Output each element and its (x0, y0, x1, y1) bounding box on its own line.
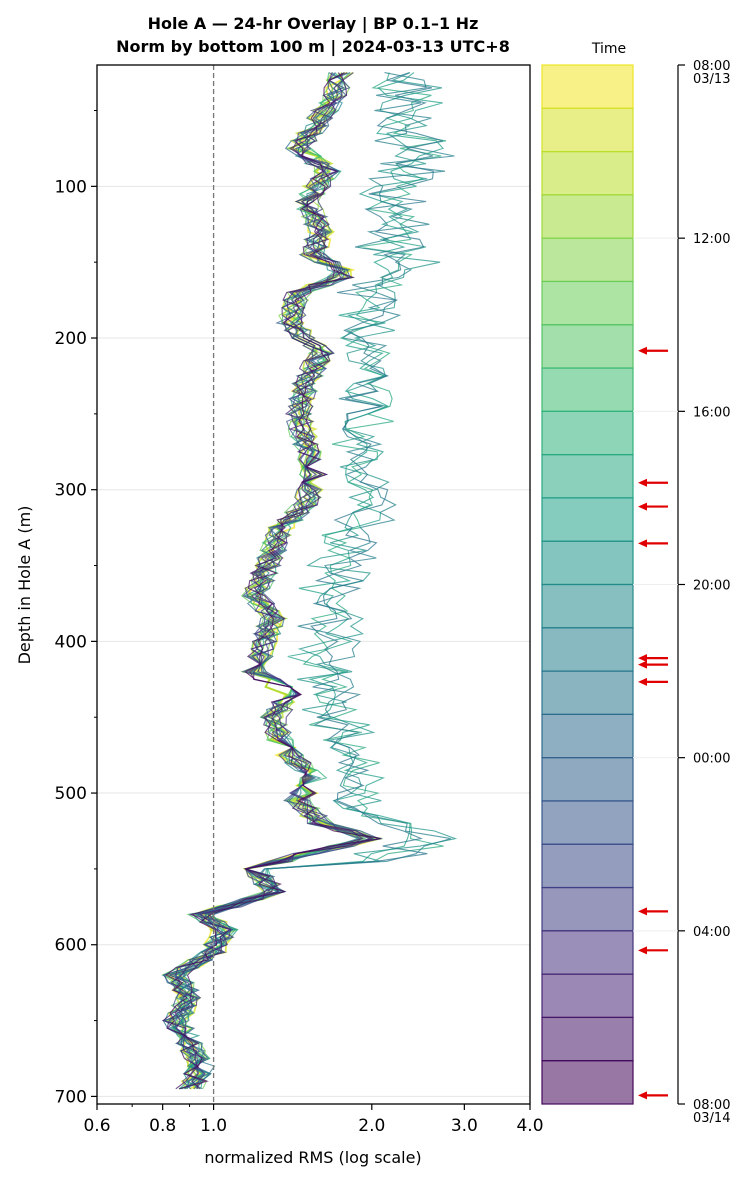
chart-title: Hole A — 24-hr Overlay | BP 0.1–1 Hz (148, 14, 479, 34)
grid (97, 185, 530, 1097)
colorbar-band (541, 800, 634, 845)
x-axis-label: normalized RMS (log scale) (204, 1148, 421, 1167)
marker-arrow-head (638, 478, 647, 487)
y-tick-label: 400 (55, 632, 87, 652)
colorbar-tick-label: 04:00 (693, 925, 730, 940)
chart-subtitle: Norm by bottom 100 m | 2024-03-13 UTC+8 (116, 37, 510, 57)
marker-arrow-head (638, 907, 647, 916)
colorbar-band (541, 367, 634, 412)
marker-arrow-head (638, 539, 647, 548)
colorbar-tick-label: 12:00 (693, 232, 730, 247)
colorbar-band (541, 107, 634, 153)
colorbar-band (541, 670, 634, 715)
colorbar-band (541, 627, 634, 672)
colorbar-tick-sublabel: 03/13 (693, 72, 730, 87)
marker-arrow-head (638, 654, 647, 663)
y-tick-label: 600 (55, 936, 87, 956)
colorbar-band (541, 886, 634, 932)
series-line (164, 72, 360, 1090)
colorbar-tick-label: 08:00 (693, 59, 730, 74)
colorbar-band (541, 454, 634, 499)
colorbar-band (541, 497, 634, 542)
marker-arrow-head (638, 1091, 647, 1100)
colorbar-band (541, 410, 634, 456)
colorbar-tick-label: 00:00 (693, 752, 730, 767)
colorbar-tick-label: 16:00 (693, 405, 730, 420)
x-tick-label: 0.6 (83, 1116, 110, 1136)
y-tick-label: 700 (55, 1087, 87, 1107)
series-line (165, 72, 382, 1090)
colorbar-band (541, 150, 634, 196)
colorbar-band (541, 930, 634, 975)
series-line (170, 72, 383, 1090)
y-axis: 100 200 300 400 500 600 700 (55, 110, 97, 1107)
colorbar (541, 64, 634, 1105)
colorbar-band (541, 1016, 634, 1062)
x-axis: 0.6 0.8 1.0 2.0 3.0 4.0 (83, 1104, 544, 1136)
x-tick-label: 3.0 (451, 1116, 478, 1136)
colorbar-band (541, 324, 634, 369)
series-line (161, 72, 374, 1090)
x-tick-label: 0.8 (149, 1116, 176, 1136)
series-line (162, 72, 362, 1090)
y-tick-label: 300 (55, 481, 87, 501)
colorbar-tick-label: 08:00 (693, 1098, 730, 1113)
marker-arrows (638, 346, 668, 1100)
marker-arrow-head (638, 677, 647, 686)
colorbar-ticks: 08:0003/1312:0016:0020:0000:0004:0008:00… (633, 59, 730, 1126)
colorbar-band (541, 64, 634, 109)
colorbar-band (541, 583, 634, 629)
x-tick-label: 4.0 (516, 1116, 543, 1136)
y-tick-label: 500 (55, 784, 87, 804)
colorbar-band (541, 973, 634, 1019)
colorbar-band (541, 540, 634, 586)
marker-arrow-head (638, 946, 647, 955)
colorbar-label: Time (591, 41, 626, 57)
colorbar-band (541, 757, 634, 802)
y-tick-label: 200 (55, 329, 87, 349)
colorbar-tick-sublabel: 03/14 (693, 1111, 730, 1126)
colorbar-tick-label: 20:00 (693, 579, 730, 594)
y-tick-label: 100 (55, 177, 87, 197)
marker-arrow-head (638, 502, 647, 511)
plot-frame (96, 64, 531, 1105)
colorbar-band (541, 237, 634, 283)
colorbar-band (541, 1060, 634, 1105)
series-line (167, 72, 455, 1090)
x-tick-label: 2.0 (358, 1116, 385, 1136)
colorbar-band (541, 843, 634, 889)
colorbar-band (541, 194, 634, 239)
marker-arrow-head (638, 346, 647, 355)
marker-arrow-head (638, 660, 647, 669)
series-line (166, 72, 381, 1089)
series-group (161, 71, 458, 1090)
colorbar-band (541, 713, 634, 759)
colorbar-band (541, 280, 634, 326)
series-line (169, 72, 361, 1090)
series-line (170, 72, 364, 1090)
x-tick-label: 1.0 (200, 1116, 227, 1136)
y-axis-label: Depth in Hole A (m) (15, 506, 34, 665)
